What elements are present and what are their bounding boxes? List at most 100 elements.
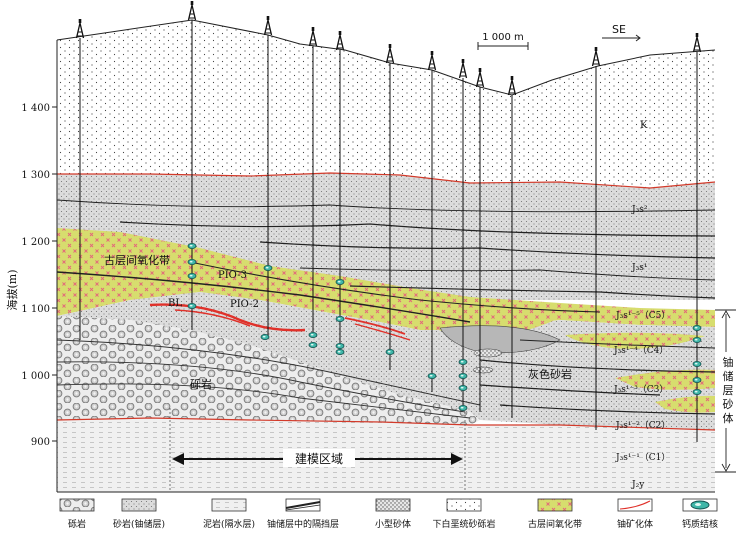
drill-rig-icon xyxy=(507,76,517,96)
calcareous-nodule xyxy=(335,278,345,285)
legend-item-mudstone: 泥岩(隔水层) xyxy=(203,498,255,530)
legend-item-ore: 铀矿化体 xyxy=(617,498,653,530)
y-tick-label: 1 300 xyxy=(21,170,50,181)
calcareous-nodule xyxy=(692,360,702,367)
ore-body xyxy=(344,317,406,335)
label-c5: J₃s¹⁻⁵（C5） xyxy=(615,310,670,321)
calcareous-nodule xyxy=(260,333,270,340)
calcareous-nodule xyxy=(427,372,437,379)
legend-item-small_sand: 小型砂体 xyxy=(375,498,411,530)
ore-body xyxy=(174,309,251,327)
calcareous-nodule xyxy=(187,258,197,265)
calcareous-nodules xyxy=(187,242,702,411)
drill-rig-icon xyxy=(458,59,468,79)
legend-item-sandstone: 砂岩(铀储层) xyxy=(113,498,165,530)
drill-rig-icon xyxy=(385,44,395,64)
y-axis: 1 400 1 300 1 200 1 100 1 000 900 海拔(m) xyxy=(5,40,58,492)
label-c4: J₃s¹⁻⁴（C4） xyxy=(613,345,668,356)
calcareous-nodule xyxy=(692,388,702,395)
ore-body xyxy=(354,323,411,341)
label-conglomerate: 砾岩 xyxy=(190,377,212,391)
legend-label: 小型砂体 xyxy=(375,518,411,530)
calcareous-nodule xyxy=(385,348,395,355)
calcareous-nodule xyxy=(263,264,273,271)
label-c2: J₃s¹⁻²（C2） xyxy=(615,420,670,431)
calcareous-nodule xyxy=(335,342,345,349)
calcareous-nodule xyxy=(692,336,702,343)
drill-rig-icon xyxy=(187,1,197,21)
legend-label: 砾岩 xyxy=(68,518,86,530)
y-tick-label: 1 100 xyxy=(21,304,50,315)
barrier-lens xyxy=(439,325,561,354)
legend-item-barrier: 铀储层中的隔挡层 xyxy=(267,498,339,530)
legend-label: 砂岩(铀储层) xyxy=(113,518,165,530)
legend-item-conglomerate: 砾岩 xyxy=(59,498,95,530)
scale-bar-label: 1 000 m xyxy=(482,32,524,43)
calcareous-nodule xyxy=(692,324,702,331)
drill-rig-icon xyxy=(75,19,85,39)
layer-j2y xyxy=(57,418,715,492)
uranium-sandbody-bracket: 铀储层砂体 xyxy=(715,309,736,473)
drill-rig-icon xyxy=(308,27,318,47)
compass: SE xyxy=(602,23,641,42)
legend-label: 泥岩(隔水层) xyxy=(203,518,255,530)
label-pio2: PIO-2 xyxy=(230,299,259,310)
y-axis-label: 海拔(m) xyxy=(5,269,19,310)
layer-labels: K J₃s² J₃s¹ J₃s¹⁻⁵（C5） J₃s¹⁻⁴（C4） J₃s¹⁻³… xyxy=(613,120,670,490)
label-c1: J₃s¹⁻¹（C1） xyxy=(615,452,670,463)
oxidation-zone xyxy=(57,228,715,330)
legend-item-nodule: 钙质结核 xyxy=(682,498,718,530)
drill-rig-icon xyxy=(692,33,702,53)
drill-rig-icon xyxy=(335,31,345,51)
label-k: K xyxy=(640,120,648,131)
legend-label: 古层间氧化带 xyxy=(528,518,582,530)
label-modeling-area: 建模区域 xyxy=(295,452,343,466)
y-tick-label: 900 xyxy=(31,437,50,448)
layer-conglomerate xyxy=(57,316,480,425)
oxidation-tongue xyxy=(565,332,705,349)
label-j3s2: J₃s² xyxy=(631,205,648,215)
label-bl: BL xyxy=(168,298,182,309)
calcareous-nodule xyxy=(187,302,197,309)
calcareous-nodule xyxy=(458,384,468,391)
drill-rig-icon xyxy=(591,47,601,67)
label-j3s1: J₃s¹ xyxy=(631,263,647,273)
legend-label: 铀储层中的隔挡层 xyxy=(267,518,339,530)
calcareous-nodule xyxy=(335,348,345,355)
red-boundary-bottom xyxy=(56,417,716,431)
legend-label: 铀矿化体 xyxy=(617,518,653,530)
label-j2y: J₂y xyxy=(631,480,645,490)
modeling-area: 建模区域 xyxy=(169,408,466,490)
y-tick-label: 1 000 xyxy=(21,371,50,382)
y-tick-label: 1 400 xyxy=(21,103,50,114)
strata xyxy=(57,20,715,492)
oxidation-tongue xyxy=(615,369,715,390)
drill-rig-icon xyxy=(475,68,485,88)
calcareous-nodule xyxy=(692,376,702,383)
ore-body xyxy=(149,303,306,332)
label-c3: J₃s¹⁻³（C3） xyxy=(613,384,668,395)
annotations: 古层间氧化带 PIO-3 PIO-2 BL 砾岩 灰色砂岩 xyxy=(104,253,572,391)
calcareous-nodule xyxy=(335,315,345,322)
calcareous-nodule xyxy=(458,372,468,379)
legend-label: 钙质结核 xyxy=(682,518,718,530)
calcareous-nodule xyxy=(458,358,468,365)
layer-k xyxy=(57,20,715,188)
drill-rig-icon xyxy=(263,16,273,36)
layer-lower-sandstone xyxy=(57,292,715,430)
calcareous-nodule xyxy=(308,341,318,348)
red-boundary-top xyxy=(57,172,716,189)
calcareous-nodule xyxy=(187,242,197,249)
small-sandbody xyxy=(473,348,503,358)
calcareous-nodule xyxy=(187,272,197,279)
label-uranium-sandbody: 铀储层砂体 xyxy=(723,355,734,425)
compass-label: SE xyxy=(612,23,626,36)
legend: 砾岩 砂岩(铀储层) 泥岩(隔水层) 铀储层中的隔挡层 小型砂体 下白垩统砂砾岩 古层间氧化… xyxy=(59,498,718,530)
drill-rig-icon xyxy=(427,51,437,71)
oxidation-tongue xyxy=(655,395,715,413)
label-pio3: PIO-3 xyxy=(218,270,247,281)
scale-bar: 1 000 m xyxy=(477,32,529,50)
label-grey-sandstone: 灰色砂岩 xyxy=(528,367,572,381)
legend-item-oxidation: 古层间氧化带 xyxy=(528,498,582,530)
